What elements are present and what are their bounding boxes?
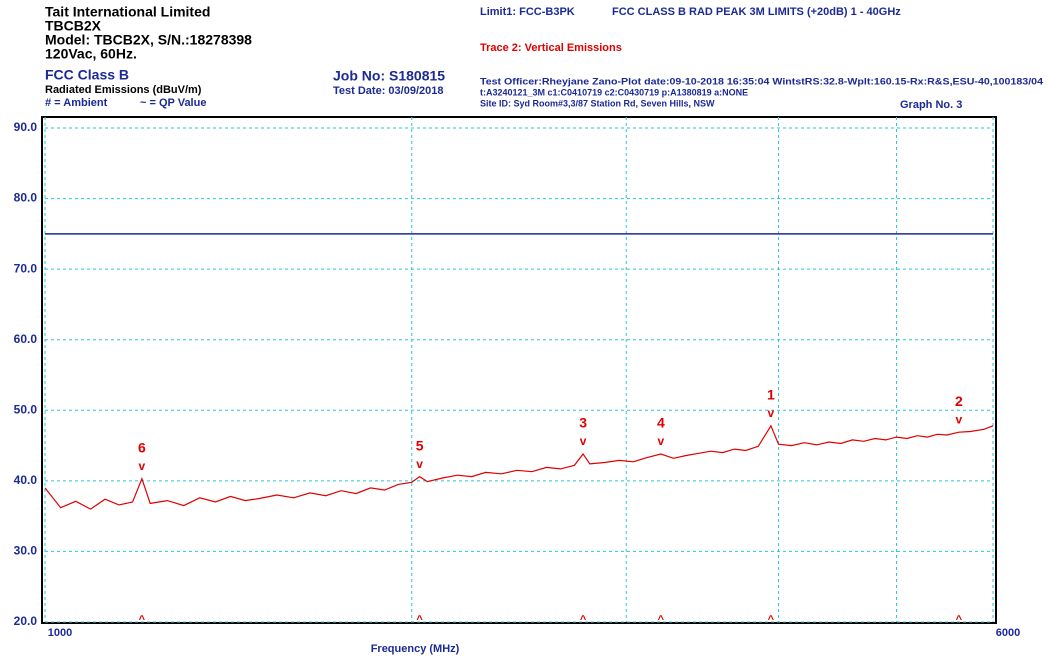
y-tick-label: 20.0 — [14, 614, 38, 628]
y-tick-label: 70.0 — [14, 261, 38, 275]
limit-description: FCC CLASS B RAD PEAK 3M LIMITS (+20dB) 1… — [612, 6, 901, 18]
marker-label: 5 — [416, 437, 424, 453]
y-tick-label: 30.0 — [14, 544, 38, 558]
plot-frame — [41, 116, 997, 624]
marker-label: 1 — [767, 387, 775, 403]
legend-limit: Limit1: FCC-B3PK — [480, 6, 575, 18]
qp-key: ~ = QP Value — [140, 97, 206, 109]
marker-symbol: v — [956, 412, 963, 426]
marker-symbol: v — [416, 457, 423, 471]
legend-trace: Trace 2: Vertical Emissions — [480, 42, 622, 54]
marker-label: 3 — [579, 415, 587, 431]
marker-ambient: ^ — [768, 614, 775, 626]
marker-ambient: ^ — [580, 614, 587, 626]
marker-symbol: v — [580, 434, 587, 448]
x-axis-label: Frequency (MHz) — [371, 643, 460, 655]
ambient-key: # = Ambient — [45, 97, 108, 109]
y-tick-label: 40.0 — [14, 473, 38, 487]
marker-ambient: ^ — [139, 614, 146, 626]
y-tick-label: 90.0 — [14, 120, 38, 134]
marker-symbol: v — [658, 434, 665, 448]
product: TBCB2X — [45, 18, 102, 34]
x-tick-label: 6000 — [996, 627, 1020, 639]
measurement: Radiated Emissions (dBuV/m) — [45, 84, 202, 96]
marker-label: 2 — [955, 393, 963, 409]
marker-ambient: ^ — [956, 614, 963, 626]
info-line: Test Officer:Rheyjane Zano-Plot date:09-… — [480, 76, 1043, 86]
y-tick-label: 60.0 — [14, 332, 38, 346]
marker-ambient: ^ — [658, 614, 665, 626]
marker-label: 4 — [657, 415, 665, 431]
marker-symbol: v — [768, 406, 775, 420]
standard: FCC Class B — [45, 67, 129, 83]
y-tick-label: 50.0 — [14, 402, 38, 416]
marker-symbol: v — [139, 459, 146, 473]
model: Model: TBCB2X, S/N.:18278398 — [45, 32, 252, 48]
x-tick-label: 1000 — [48, 627, 72, 639]
marker-label: 6 — [138, 439, 146, 455]
y-tick-label: 80.0 — [14, 191, 38, 205]
job: Job No: S180815 — [333, 68, 445, 84]
company: Tait International Limited — [45, 4, 210, 20]
graph-no: Graph No. 3 — [900, 99, 962, 111]
supply: 120Vac, 60Hz. — [45, 46, 137, 62]
marker-ambient: ^ — [416, 614, 423, 626]
trace-line — [44, 424, 994, 510]
test-date: Test Date: 03/09/2018 — [333, 85, 443, 97]
site: Site ID: Syd Room#3,3/87 Station Rd, Sev… — [480, 98, 715, 108]
info-line: t:A3240121_3M c1:C0410719 c2:C0430719 p:… — [480, 87, 748, 97]
